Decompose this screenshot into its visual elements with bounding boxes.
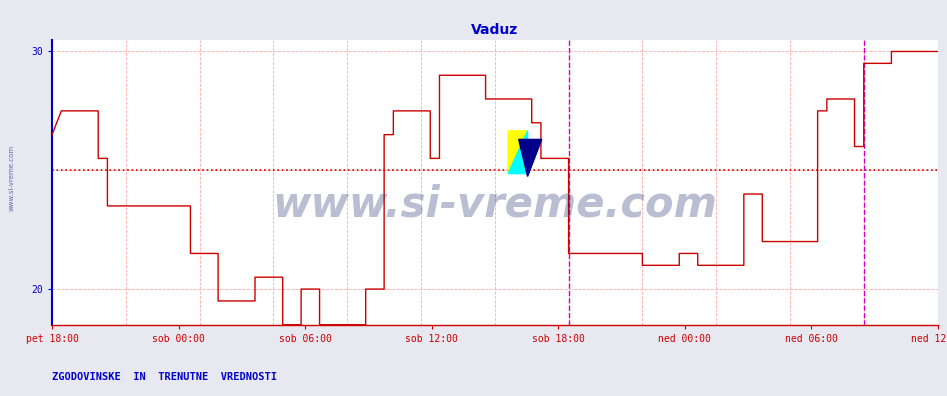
- Title: Vaduz: Vaduz: [472, 23, 518, 37]
- Polygon shape: [509, 131, 527, 173]
- Legend: temperatura [C]: temperatura [C]: [522, 395, 645, 396]
- Polygon shape: [519, 139, 542, 177]
- Text: www.si-vreme.com: www.si-vreme.com: [273, 184, 717, 226]
- Text: ZGODOVINSKE  IN  TRENUTNE  VREDNOSTI: ZGODOVINSKE IN TRENUTNE VREDNOSTI: [52, 372, 277, 382]
- Text: www.si-vreme.com: www.si-vreme.com: [9, 145, 14, 211]
- Polygon shape: [509, 131, 527, 173]
